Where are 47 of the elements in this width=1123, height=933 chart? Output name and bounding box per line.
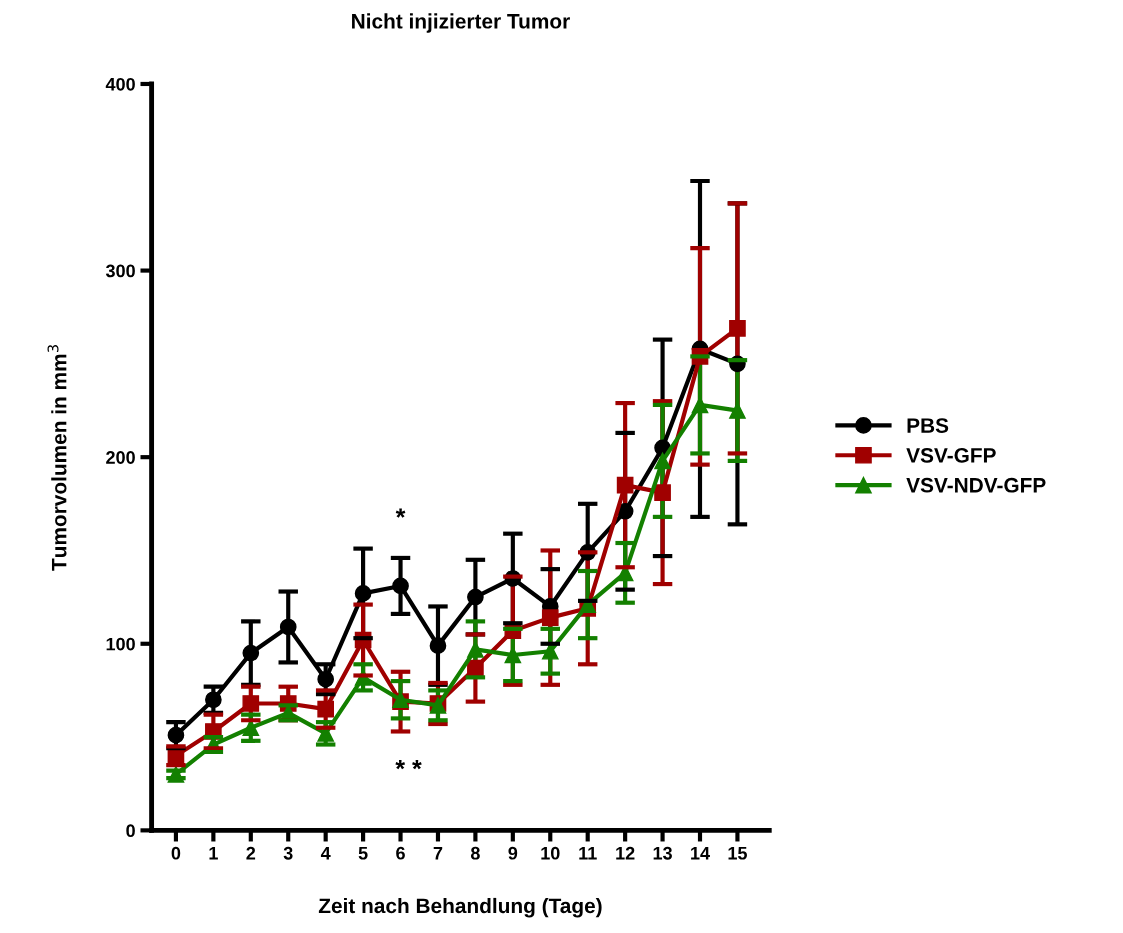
annotation: * * [395, 759, 422, 770]
x-tick-label: 10 [541, 846, 560, 860]
point [616, 476, 634, 494]
point [429, 637, 447, 654]
x-tick-label: 11 [579, 847, 597, 860]
x-tick-label: 15 [728, 847, 747, 860]
x-tick-label: 14 [691, 847, 710, 860]
y-axis-title: Tumorvolumen in mm$^{3}$ [47, 345, 67, 571]
legend-label: VSV-NDV-GFP [906, 477, 1046, 493]
point [317, 700, 335, 718]
point [242, 644, 260, 662]
x-tick-label: 0 [171, 846, 181, 860]
point [654, 452, 671, 470]
point [392, 577, 409, 595]
point [317, 670, 335, 688]
chart-title: Nicht injizierter Tumor [352, 13, 570, 33]
point [167, 726, 185, 744]
legend-label: PBS [907, 418, 949, 433]
x-tick-label: 8 [470, 846, 480, 860]
x-tick-label: 2 [246, 846, 256, 860]
x-tick-label: 6 [396, 846, 405, 860]
point [541, 609, 559, 626]
point [467, 641, 484, 658]
x-tick-label: 13 [653, 846, 672, 860]
x-tick-label: 3 [283, 846, 293, 860]
y-tick-label: 0 [126, 824, 135, 838]
legend-label: VSV-GFP [906, 448, 996, 463]
point [467, 588, 484, 606]
point [729, 402, 746, 419]
point [354, 585, 372, 602]
x-tick-label: 5 [358, 847, 368, 860]
y-tick-label: 300 [105, 264, 135, 278]
y-tick-label: 400 [105, 77, 135, 91]
x-tick-label: 7 [433, 847, 443, 860]
x-axis-title: Zeit nach Behandlung (Tage) [318, 897, 602, 918]
annotation: * [395, 508, 406, 518]
point [242, 695, 260, 712]
x-tick-label: 4 [320, 847, 331, 860]
point [654, 484, 671, 501]
x-tick-label: 9 [508, 846, 518, 860]
x-tick-label: 1 [209, 847, 218, 860]
y-tick-label: 100 [106, 637, 135, 651]
point [729, 320, 746, 337]
y-tick-label: 200 [106, 451, 135, 464]
point [279, 618, 297, 636]
x-tick-label: 12 [616, 846, 635, 860]
point [205, 691, 222, 709]
